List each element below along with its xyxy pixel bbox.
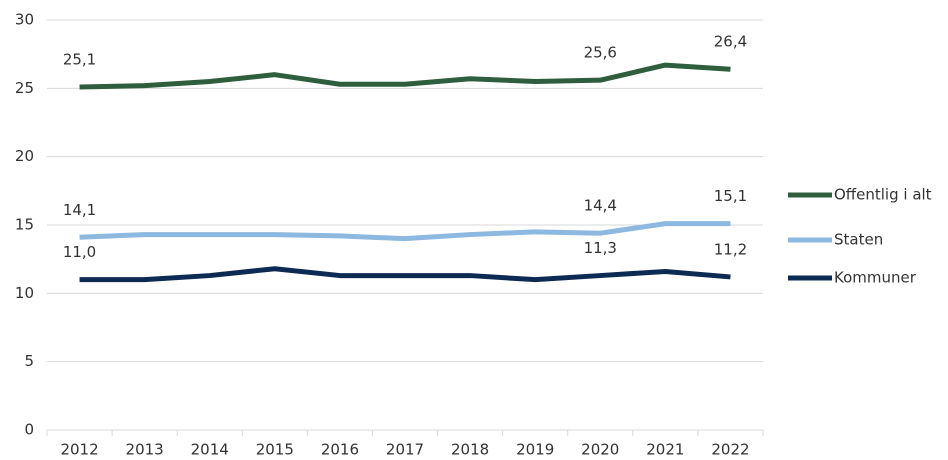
y-tick-label: 5: [24, 352, 34, 370]
y-tick-label: 30: [15, 11, 34, 29]
data-label: 11,3: [584, 239, 617, 257]
x-tick-label: 2017: [386, 441, 424, 459]
series-line: [79, 266, 731, 283]
data-label: 14,1: [63, 201, 96, 219]
x-tick-label: 2021: [646, 441, 684, 459]
x-tick-label: 2012: [60, 441, 98, 459]
data-label: 11,2: [714, 240, 747, 258]
x-tick-label: 2019: [516, 441, 554, 459]
y-tick-label: 10: [15, 284, 34, 302]
data-label: 14,4: [584, 197, 617, 215]
data-label: 25,1: [63, 50, 96, 68]
y-tick-label: 0: [24, 421, 34, 439]
data-label: 26,4: [714, 33, 747, 51]
legend-label: Offentlig i alt: [834, 186, 932, 204]
x-tick-label: 2022: [711, 441, 749, 459]
y-tick-label: 15: [15, 216, 34, 234]
legend-label: Kommuner: [834, 269, 917, 287]
x-tick-label: 2015: [256, 441, 294, 459]
y-tick-label: 20: [15, 147, 34, 165]
x-tick-label: 2018: [451, 441, 489, 459]
data-label: 25,6: [584, 44, 617, 62]
data-label: 11,0: [63, 243, 96, 261]
data-label: 15,1: [714, 187, 747, 205]
x-tick-label: 2013: [126, 441, 164, 459]
x-tick-label: 2014: [191, 441, 229, 459]
legend-label: Staten: [834, 231, 883, 249]
series-line: [79, 221, 731, 242]
y-tick-label: 25: [15, 79, 34, 97]
x-tick-label: 2016: [321, 441, 359, 459]
series-line: [79, 62, 731, 90]
x-tick-label: 2020: [581, 441, 619, 459]
